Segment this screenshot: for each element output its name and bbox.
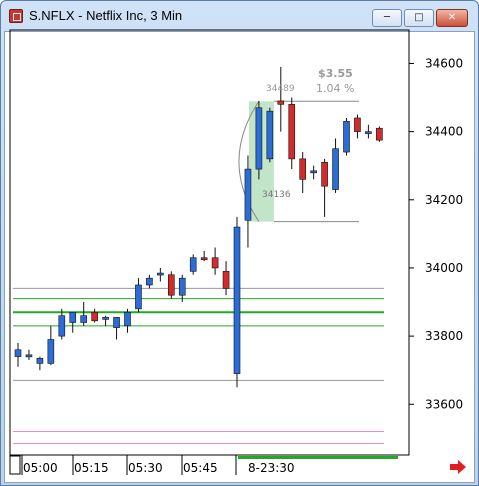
x-tick-label: 05:00 <box>23 461 58 475</box>
price-change-label: $3.55 <box>318 67 353 80</box>
candle-body <box>146 277 153 286</box>
candle-body <box>354 117 361 132</box>
candle-body <box>58 315 66 337</box>
y-tick-label: 34200 <box>425 193 463 207</box>
right-arrow-icon[interactable] <box>450 460 466 474</box>
candle-body <box>321 161 328 187</box>
x-tick-label: 05:30 <box>128 461 163 475</box>
close-button[interactable]: ✕ <box>436 9 468 27</box>
close-icon: ✕ <box>447 12 457 23</box>
y-tick-label: 34400 <box>425 125 463 139</box>
range-high-label: 34489 <box>266 84 295 94</box>
candle-body <box>178 277 186 296</box>
candle-body <box>14 349 22 357</box>
x-tick-label: 05:15 <box>74 461 109 475</box>
minimize-icon: ─ <box>383 12 391 23</box>
percent-change-label: 1.04 % <box>316 82 354 95</box>
candle-body <box>168 274 175 296</box>
candle-body <box>189 257 197 272</box>
candle-body <box>80 315 87 323</box>
candle-body <box>211 257 219 269</box>
candle-body <box>266 110 274 160</box>
x-tick-label: 05:45 <box>183 461 218 475</box>
candle-body <box>310 170 317 174</box>
app-icon[interactable] <box>9 9 23 23</box>
candle-body <box>244 168 252 221</box>
y-tick-label: 34000 <box>425 261 463 275</box>
candle-body <box>222 271 230 289</box>
x-tick-label: 8-23:30 <box>248 461 295 475</box>
candle-body <box>91 311 98 322</box>
candle-body <box>332 148 339 190</box>
candle-body <box>277 100 285 105</box>
session-bar <box>238 456 398 459</box>
y-tick-label: 33800 <box>425 329 463 343</box>
candle-body <box>376 127 383 141</box>
candle-body <box>102 317 109 320</box>
title-bar[interactable]: S.NFLX - Netflix Inc, 3 Min ─ □ ✕ <box>1 1 478 31</box>
candle-body <box>255 107 263 170</box>
scroll-handle[interactable] <box>9 455 21 475</box>
candle-body <box>113 317 120 328</box>
y-tick-label: 33600 <box>425 397 463 411</box>
candle-body <box>233 226 241 374</box>
candle-body <box>36 357 44 364</box>
range-low-label: 34136 <box>262 190 291 200</box>
candle-body <box>69 311 77 323</box>
candle-body <box>124 311 131 327</box>
candle-body <box>157 272 164 276</box>
minimize-button[interactable]: ─ <box>372 9 402 27</box>
window-title: S.NFLX - Netflix Inc, 3 Min <box>29 8 183 23</box>
maximize-icon: □ <box>414 12 424 23</box>
candle-body <box>47 339 55 364</box>
candle-body <box>343 121 350 153</box>
candle-body <box>299 158 307 180</box>
maximize-button[interactable]: □ <box>404 9 434 27</box>
candle-body <box>365 131 372 134</box>
y-tick-label: 34600 <box>425 56 463 70</box>
candle-body <box>25 354 33 358</box>
candle-body <box>135 284 142 310</box>
candle-body <box>288 104 296 160</box>
candle-body <box>200 257 208 261</box>
